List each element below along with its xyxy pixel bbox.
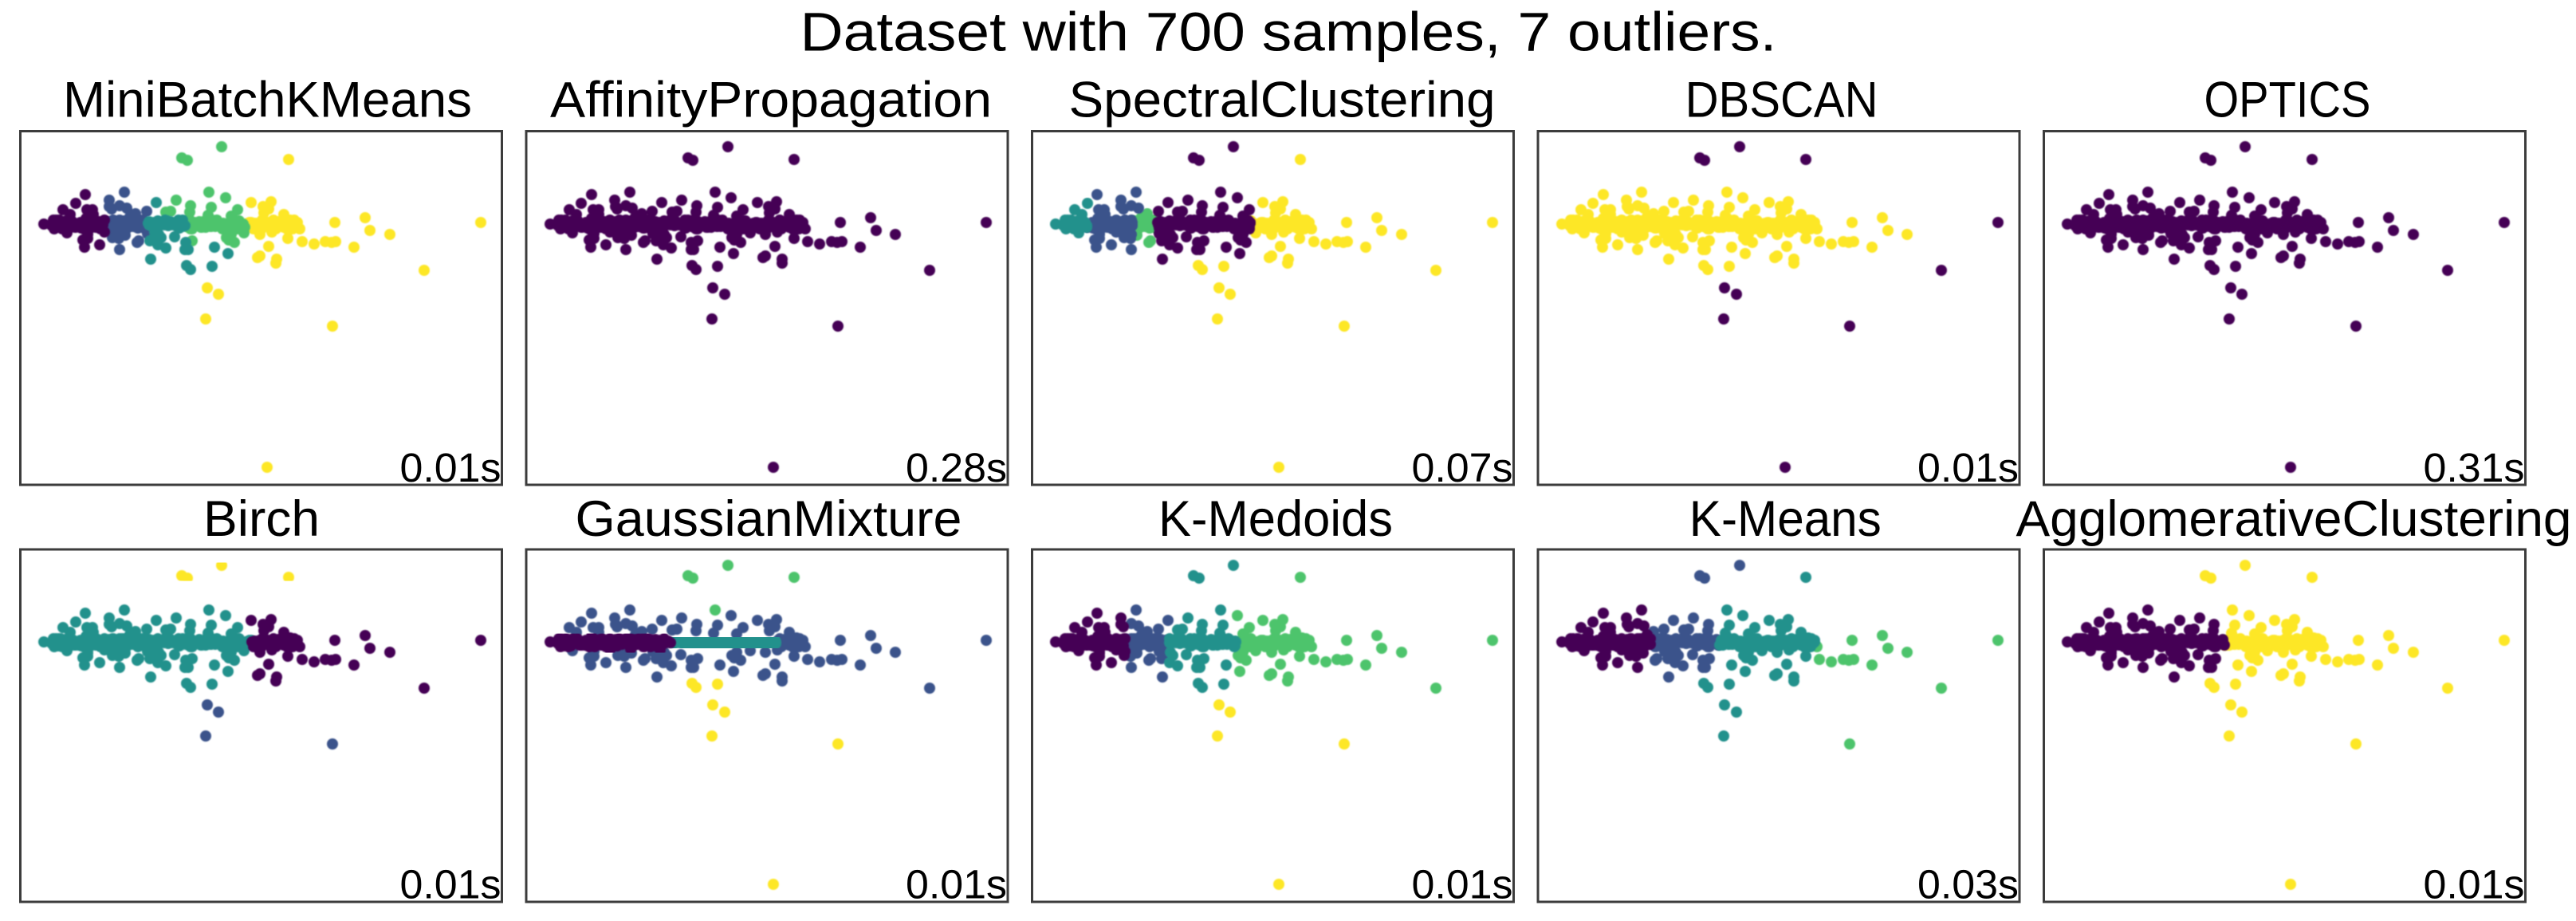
- svg-text:0.28s: 0.28s: [906, 445, 1007, 490]
- svg-text:Birch: Birch: [203, 491, 320, 547]
- svg-text:MiniBatchKMeans: MiniBatchKMeans: [63, 73, 472, 128]
- svg-text:0.07s: 0.07s: [1412, 445, 1513, 490]
- svg-text:DBSCAN: DBSCAN: [1685, 73, 1878, 128]
- svg-text:SpectralClustering: SpectralClustering: [1069, 73, 1496, 128]
- svg-text:0.01s: 0.01s: [400, 445, 501, 490]
- svg-text:0.31s: 0.31s: [2424, 445, 2525, 490]
- svg-text:AffinityPropagation: AffinityPropagation: [550, 73, 992, 128]
- svg-text:AgglomerativeClustering: AgglomerativeClustering: [2016, 491, 2572, 547]
- svg-text:K-Means: K-Means: [1689, 491, 1882, 547]
- svg-text:0.03s: 0.03s: [1917, 862, 2019, 907]
- svg-text:0.01s: 0.01s: [400, 862, 501, 907]
- svg-text:0.01s: 0.01s: [1412, 862, 1513, 907]
- svg-text:0.01s: 0.01s: [2424, 862, 2525, 907]
- svg-text:GaussianMixture: GaussianMixture: [576, 491, 962, 547]
- svg-text:K-Medoids: K-Medoids: [1158, 491, 1393, 547]
- svg-text:0.01s: 0.01s: [1917, 445, 2019, 490]
- svg-text:OPTICS: OPTICS: [2204, 73, 2371, 128]
- svg-text:Dataset with 700 samples, 7 ou: Dataset with 700 samples, 7 outliers.: [800, 2, 1777, 63]
- svg-text:0.01s: 0.01s: [906, 862, 1007, 907]
